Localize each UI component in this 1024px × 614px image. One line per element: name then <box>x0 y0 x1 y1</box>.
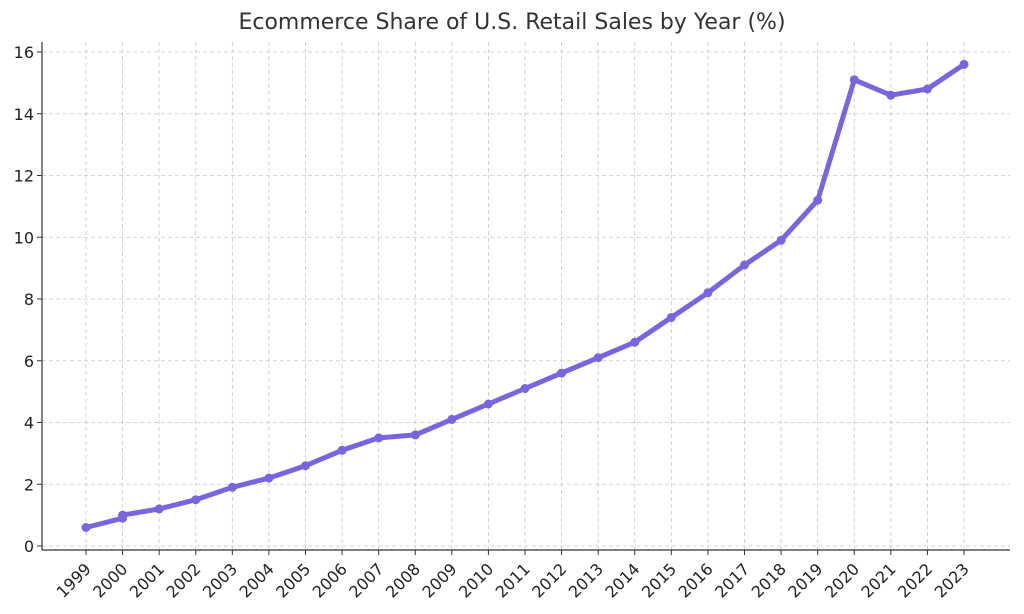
y-tick-label: 2 <box>24 475 34 494</box>
x-tick-label: 1999 <box>53 559 95 601</box>
data-point <box>410 430 420 440</box>
y-tick-label: 14 <box>14 105 34 124</box>
x-tick-label: 2013 <box>565 559 607 601</box>
series-line <box>83 61 967 530</box>
y-tick-label: 6 <box>24 352 34 371</box>
x-tick-label: 2011 <box>492 559 534 601</box>
x-axis-ticks: 1999200020012002200320042005200620072008… <box>53 550 973 602</box>
x-tick-label: 2019 <box>784 559 826 601</box>
data-point <box>630 337 640 347</box>
x-tick-label: 2023 <box>931 559 973 601</box>
axes <box>41 42 1010 551</box>
x-tick-label: 2012 <box>528 559 570 601</box>
x-tick-label: 2015 <box>638 559 680 601</box>
x-tick-label: 2004 <box>236 559 278 601</box>
data-point <box>81 523 91 532</box>
series-layer <box>81 59 969 532</box>
y-tick-label: 12 <box>14 167 34 186</box>
data-point <box>483 399 493 409</box>
data-point <box>447 414 457 424</box>
data-point <box>264 473 274 483</box>
x-tick-label: 2001 <box>126 559 168 601</box>
data-point <box>959 59 969 69</box>
x-tick-label: 2018 <box>748 559 790 601</box>
y-tick-label: 8 <box>24 290 34 309</box>
data-point <box>520 384 530 393</box>
data-point <box>666 313 676 322</box>
data-point <box>886 90 896 100</box>
data-point <box>374 433 384 443</box>
y-tick-label: 4 <box>24 414 34 433</box>
x-tick-label: 2008 <box>382 559 424 601</box>
x-tick-label: 2016 <box>675 559 717 601</box>
x-tick-label: 2021 <box>857 559 899 601</box>
data-point <box>557 368 567 378</box>
data-point <box>227 482 237 492</box>
x-tick-label: 2010 <box>455 559 497 601</box>
x-tick-label: 2007 <box>345 559 387 601</box>
x-tick-label: 2014 <box>601 559 643 601</box>
x-tick-label: 2009 <box>418 559 460 601</box>
data-point <box>301 461 310 471</box>
chart-title: Ecommerce Share of U.S. Retail Sales by … <box>238 10 786 35</box>
y-tick-label: 10 <box>14 228 34 247</box>
data-point <box>154 504 164 514</box>
data-point <box>740 260 749 270</box>
data-point <box>593 353 603 363</box>
x-tick-label: 2020 <box>821 559 863 601</box>
y-tick-label: 16 <box>14 43 34 62</box>
data-point <box>118 510 128 520</box>
data-point <box>337 445 347 455</box>
x-tick-label: 2002 <box>162 559 204 601</box>
x-tick-label: 2003 <box>199 559 241 601</box>
x-tick-label: 2017 <box>711 559 753 601</box>
x-tick-label: 2000 <box>89 559 131 601</box>
data-point <box>776 235 786 245</box>
x-tick-label: 2006 <box>309 559 351 601</box>
data-point <box>191 495 201 505</box>
y-tick-label: 0 <box>24 537 34 556</box>
data-point <box>922 84 932 94</box>
grid-lines <box>42 42 1010 550</box>
x-tick-label: 2005 <box>272 559 314 601</box>
y-axis-ticks: 0 2 4 6 8 10 12 14 16 <box>14 43 42 556</box>
data-point <box>813 195 823 205</box>
data-point <box>849 75 859 85</box>
data-point <box>703 288 713 298</box>
x-tick-label: 2022 <box>894 559 936 601</box>
